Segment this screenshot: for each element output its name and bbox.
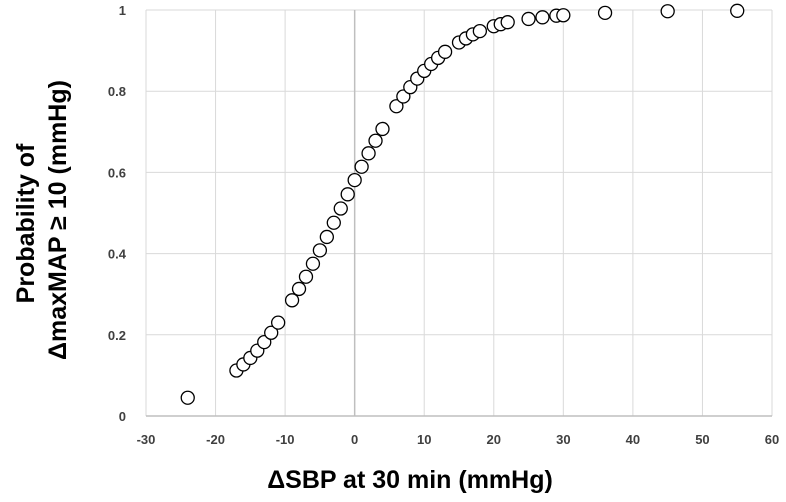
data-point bbox=[472, 23, 488, 39]
x-tick-label: 40 bbox=[626, 432, 640, 447]
data-point bbox=[521, 11, 536, 27]
y-tick-label: 1 bbox=[119, 3, 126, 18]
data-point bbox=[556, 8, 571, 23]
x-tick-label: 10 bbox=[417, 432, 431, 447]
y-tick-label: 0 bbox=[119, 409, 126, 424]
data-point bbox=[291, 281, 307, 297]
y-tick-label: 0.6 bbox=[108, 165, 126, 180]
y-tick-label: 0.4 bbox=[108, 247, 127, 262]
data-point bbox=[305, 256, 321, 271]
x-tick-label: 50 bbox=[695, 432, 709, 447]
data-point bbox=[326, 215, 341, 230]
y-tick-label: 0.2 bbox=[108, 328, 126, 343]
data-point bbox=[730, 3, 745, 18]
data-point bbox=[368, 133, 383, 148]
data-point bbox=[180, 390, 195, 405]
x-axis-title: ΔSBP at 30 min (mmHg) bbox=[267, 466, 553, 494]
data-point bbox=[500, 15, 515, 30]
data-point bbox=[535, 10, 550, 25]
x-tick-label: 20 bbox=[487, 432, 501, 447]
x-tick-label: -30 bbox=[137, 432, 156, 447]
data-point bbox=[660, 4, 675, 19]
data-point bbox=[437, 44, 453, 59]
x-tick-label: 60 bbox=[765, 432, 779, 447]
x-tick-label: -10 bbox=[276, 432, 295, 447]
grid-lines bbox=[145, 9, 773, 416]
y-axis-title: Probability of ΔmaxMAP ≥ 10 (mmHg) bbox=[12, 80, 72, 360]
tick-labels: -30 -20 -10 0 10 20 30 40 50 60 0 0.2 0.4 0.6 0.8 1 bbox=[108, 3, 779, 447]
data-point bbox=[264, 325, 279, 340]
data-point bbox=[347, 172, 362, 188]
axes bbox=[146, 10, 772, 417]
data-point bbox=[597, 5, 613, 20]
x-tick-label: -20 bbox=[206, 432, 225, 447]
data-point bbox=[319, 229, 334, 245]
data-point bbox=[333, 201, 348, 216]
y-tick-label: 0.8 bbox=[108, 84, 126, 99]
data-point bbox=[354, 159, 369, 174]
x-tick-label: 0 bbox=[351, 432, 358, 447]
data-point bbox=[361, 146, 376, 161]
y-axis-title-line-2: ΔmaxMAP ≥ 10 (mmHg) bbox=[44, 80, 72, 360]
data-points bbox=[180, 3, 745, 405]
data-point bbox=[284, 293, 300, 308]
data-point bbox=[389, 99, 404, 114]
data-point bbox=[375, 121, 390, 137]
x-tick-label: 30 bbox=[556, 432, 570, 447]
data-point bbox=[312, 243, 328, 258]
y-axis-title-line-1: Probability of bbox=[12, 143, 40, 303]
data-point bbox=[271, 315, 286, 330]
data-point bbox=[298, 269, 314, 284]
data-point bbox=[340, 187, 355, 202]
